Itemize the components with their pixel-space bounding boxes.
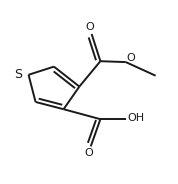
Text: O: O <box>127 53 135 63</box>
Text: O: O <box>85 148 93 158</box>
Text: OH: OH <box>128 113 145 123</box>
Text: S: S <box>14 68 22 81</box>
Text: O: O <box>85 22 94 32</box>
